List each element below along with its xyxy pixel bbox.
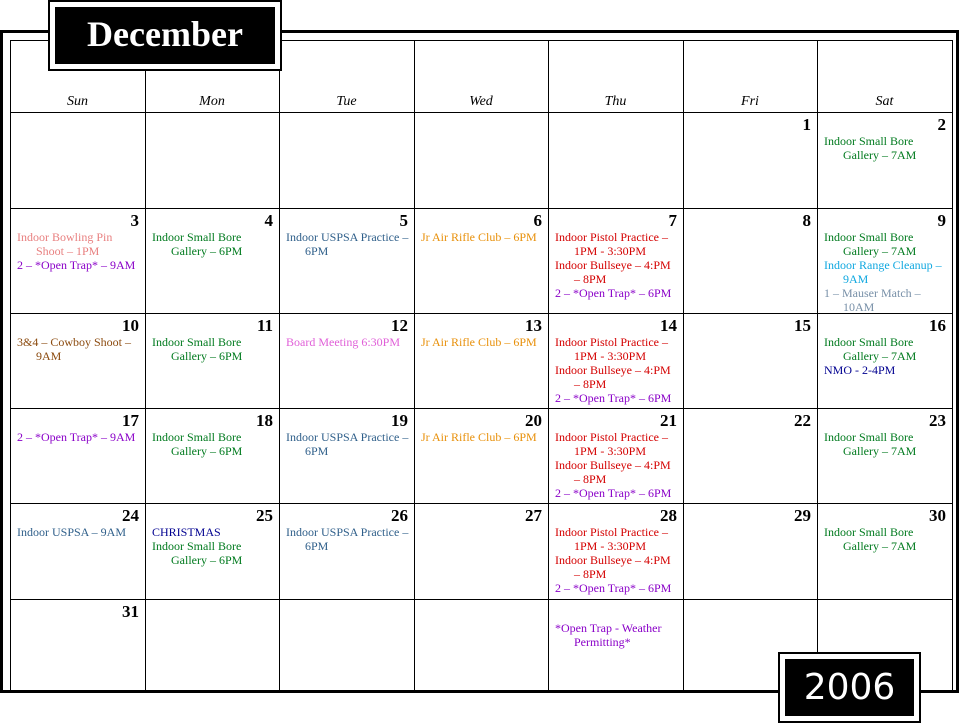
weekday-label: Sun <box>67 94 88 109</box>
event: Indoor Bullseye – 4:PM – 8PM <box>555 258 671 286</box>
calendar-frame <box>0 30 959 693</box>
day-number: 6 <box>533 211 543 230</box>
day-number: 27 <box>525 506 542 525</box>
day-number: 19 <box>391 411 408 430</box>
grid-line <box>817 40 818 692</box>
event: Indoor Small Bore Gallery – 7AM <box>824 430 917 458</box>
event: Jr Air Rifle Club – 6PM <box>421 230 537 244</box>
event: Indoor Small Bore Gallery – 7AM <box>824 335 917 363</box>
event: Indoor Pistol Practice – 1PM - 3:30PM <box>555 430 668 458</box>
event: Indoor Small Bore Gallery – 6PM <box>152 230 243 258</box>
grid-line <box>952 40 953 692</box>
weekday-label: Wed <box>469 94 493 109</box>
event: Indoor Small Bore Gallery – 6PM <box>152 335 243 363</box>
day-number: 21 <box>660 411 677 430</box>
event: 2 – *Open Trap* – 6PM <box>555 391 672 405</box>
grid-line <box>10 408 953 409</box>
event: Indoor Pistol Practice – 1PM - 3:30PM <box>555 230 668 258</box>
event: 2 – *Open Trap* – 6PM <box>555 581 672 595</box>
event: Indoor USPSA Practice – 6PM <box>286 230 409 258</box>
day-number: 8 <box>802 211 812 230</box>
day-number: 31 <box>122 602 139 621</box>
day-number: 5 <box>399 211 409 230</box>
weekday-label: Sat <box>875 94 894 109</box>
event: 2 – *Open Trap* – 9AM <box>17 430 136 444</box>
event: Indoor Pistol Practice – 1PM - 3:30PM <box>555 335 668 363</box>
day-number: 23 <box>929 411 946 430</box>
day-number: 10 <box>122 316 139 335</box>
day-number: 1 <box>802 115 812 134</box>
day-number: 24 <box>122 506 139 525</box>
grid-line <box>279 40 280 692</box>
grid-line <box>683 40 684 692</box>
day-number: 20 <box>525 411 542 430</box>
day-number: 29 <box>794 506 811 525</box>
day-number: 9 <box>937 211 947 230</box>
day-number: 25 <box>256 506 273 525</box>
event: Indoor USPSA – 9AM <box>17 525 127 539</box>
grid-line <box>145 40 146 692</box>
day-number: 28 <box>660 506 677 525</box>
event: Indoor Range Cleanup – 9AM <box>824 258 942 286</box>
event: Indoor Small Bore Gallery – 7AM <box>824 134 917 162</box>
event: Indoor USPSA Practice – 6PM <box>286 430 409 458</box>
event: NMO - 2-4PM <box>824 363 896 377</box>
day-number: 12 <box>391 316 408 335</box>
event: Indoor Pistol Practice – 1PM - 3:30PM <box>555 525 668 553</box>
event: 2 – *Open Trap* – 9AM <box>17 258 136 272</box>
day-number: 30 <box>929 506 946 525</box>
weekday-label: Thu <box>604 94 627 109</box>
grid-line <box>10 40 953 41</box>
event: *Open Trap - Weather Permitting* <box>555 621 662 649</box>
event: Indoor Small Bore Gallery – 7AM <box>824 230 917 258</box>
event: Indoor Small Bore Gallery – 6PM <box>152 430 243 458</box>
grid-line <box>10 112 953 113</box>
day-number: 15 <box>794 316 811 335</box>
grid-line <box>10 692 953 693</box>
day-number: 3 <box>130 211 140 230</box>
event: 1 – Mauser Match – 10AM <box>824 286 921 314</box>
event: Indoor Small Bore Gallery – 6PM <box>152 539 243 567</box>
grid-line <box>10 208 953 209</box>
weekday-label: Tue <box>336 94 357 109</box>
event: Indoor Bowling Pin Shoot – 1PM <box>17 230 113 258</box>
grid-line <box>10 599 953 600</box>
event: Indoor Bullseye – 4:PM – 8PM <box>555 553 671 581</box>
grid-line <box>10 503 953 504</box>
event: 2 – *Open Trap* – 6PM <box>555 286 672 300</box>
weekday-label: Mon <box>199 94 225 109</box>
event: Indoor Small Bore Gallery – 7AM <box>824 525 917 553</box>
grid-line <box>548 40 549 692</box>
day-number: 16 <box>929 316 946 335</box>
event: Jr Air Rifle Club – 6PM <box>421 335 537 349</box>
grid-line <box>414 40 415 692</box>
grid-line <box>10 40 11 692</box>
event: Indoor USPSA Practice – 6PM <box>286 525 409 553</box>
day-number: 22 <box>794 411 811 430</box>
event: 2 – *Open Trap* – 6PM <box>555 486 672 500</box>
day-number: 13 <box>525 316 542 335</box>
month-title: December <box>55 7 275 64</box>
day-number: 7 <box>668 211 678 230</box>
event: Indoor Bullseye – 4:PM – 8PM <box>555 458 671 486</box>
event: Indoor Bullseye – 4:PM – 8PM <box>555 363 671 391</box>
day-number: 4 <box>264 211 274 230</box>
day-number: 2 <box>937 115 947 134</box>
day-number: 26 <box>391 506 408 525</box>
grid-line <box>10 313 953 314</box>
day-number: 14 <box>660 316 677 335</box>
weekday-label: Fri <box>741 94 759 109</box>
year-label: 2006 <box>785 659 914 716</box>
day-number: 11 <box>256 316 273 335</box>
event: CHRISTMAS <box>152 525 221 539</box>
day-number: 17 <box>122 411 139 430</box>
event: Board Meeting 6:30PM <box>286 335 400 349</box>
event: Jr Air Rifle Club – 6PM <box>421 430 537 444</box>
day-number: 18 <box>256 411 273 430</box>
event: 3&4 – Cowboy Shoot – 9AM <box>17 335 132 363</box>
